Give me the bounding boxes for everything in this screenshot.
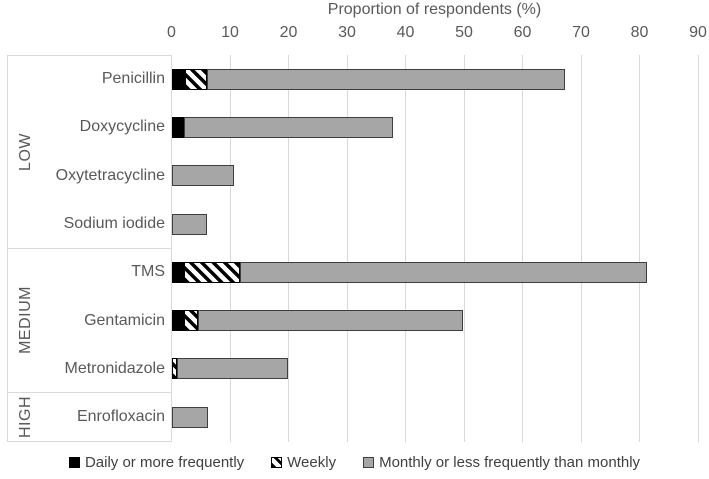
category-label-sodium-iodide: Sodium iodide <box>63 215 165 233</box>
bar-segment-solid-gray <box>177 358 289 380</box>
bar-segment-solid-black <box>171 261 184 283</box>
gridline <box>639 55 640 442</box>
bar-row-oxytetracycline <box>171 165 235 187</box>
category-label-oxytetracycline: Oxytetracycline <box>55 166 165 184</box>
x-axis-tick-label: 70 <box>572 24 590 41</box>
legend-label: Daily or more frequently <box>84 453 245 471</box>
x-axis-tick-label: 30 <box>338 24 356 41</box>
plot-area <box>171 55 699 442</box>
bar-segment-diagonal-hatch <box>184 68 208 90</box>
x-axis-tick-label: 20 <box>279 24 298 41</box>
bar-segment-solid-gray <box>239 261 647 283</box>
gridline <box>405 55 406 442</box>
legend: Daily or more frequently Weekly Monthly or… <box>0 449 709 475</box>
category-label-penicillin: Penicillin <box>101 70 165 88</box>
bar-segment-solid-black <box>171 310 184 332</box>
bar-row-tms <box>171 261 647 283</box>
gridline <box>229 55 231 442</box>
category-axis: LOW MEDIUM HIGH <box>7 55 172 442</box>
category-label-tms: TMS <box>131 263 165 281</box>
legend-label: Weekly <box>287 453 337 471</box>
bar-segment-solid-gray <box>171 213 207 235</box>
x-axis-tick-label: 40 <box>396 24 415 41</box>
chart-title: Proportion of respondents (%) <box>327 1 542 18</box>
legend-item: Monthly or less frequently than monthly <box>363 454 640 471</box>
gridline <box>288 55 289 442</box>
legend-swatch-solid-gray <box>363 456 375 468</box>
bar-segment-solid-gray <box>197 310 463 332</box>
bar-row-penicillin <box>171 68 566 90</box>
bar-segment-diagonal-hatch <box>183 261 240 283</box>
bar-segment-solid-gray <box>171 406 209 428</box>
group-cell-high: HIGH <box>8 392 171 441</box>
x-axis-tick-label: 80 <box>630 24 649 41</box>
gridline <box>463 55 465 442</box>
gridline <box>580 55 582 442</box>
bar-segment-diagonal-hatch <box>171 358 178 380</box>
x-axis-tick-label: 60 <box>513 24 532 41</box>
bar-row-enrofloxacin <box>171 406 209 428</box>
category-label-doxycycline: Doxycycline <box>79 118 165 136</box>
legend-item: Weekly <box>271 454 336 471</box>
bar-row-gentamicin <box>171 310 463 332</box>
bar-row-sodium-iodide <box>171 213 207 235</box>
bar-segment-solid-gray <box>184 116 394 138</box>
x-axis-tick-label: 10 <box>221 24 239 41</box>
category-label-enrofloxacin: Enrofloxacin <box>76 408 165 426</box>
legend-swatch-diagonal-hatch <box>271 456 283 468</box>
category-label-gentamicin: Gentamicin <box>84 311 165 329</box>
gridline <box>171 55 172 442</box>
bar-segment-diagonal-hatch <box>183 310 198 332</box>
legend-swatch-solid-black <box>68 456 80 468</box>
legend-label: Monthly or less frequently than monthly <box>379 453 641 471</box>
category-label-column: Penicillin Doxycycline Oxytetracycline Sodi… <box>7 55 165 442</box>
bar-segment-solid-gray <box>171 165 235 187</box>
gridline <box>346 55 348 442</box>
bar-segment-solid-black <box>171 68 185 90</box>
bar-segment-solid-black <box>171 116 185 138</box>
gridline <box>697 55 699 442</box>
legend-item: Daily or more frequently <box>68 453 245 471</box>
gridline <box>522 55 523 442</box>
x-axis-tick-label: 50 <box>455 24 473 41</box>
bar-segment-solid-gray <box>207 68 566 90</box>
x-axis-tick-label: 90 <box>689 24 707 41</box>
category-label-metronidazole: Metronidazole <box>64 359 166 377</box>
bar-row-metronidazole <box>171 358 289 380</box>
group-cell-medium: MEDIUM <box>8 247 171 393</box>
bar-row-doxycycline <box>171 116 394 138</box>
x-axis-tick-label: 0 <box>167 24 176 41</box>
